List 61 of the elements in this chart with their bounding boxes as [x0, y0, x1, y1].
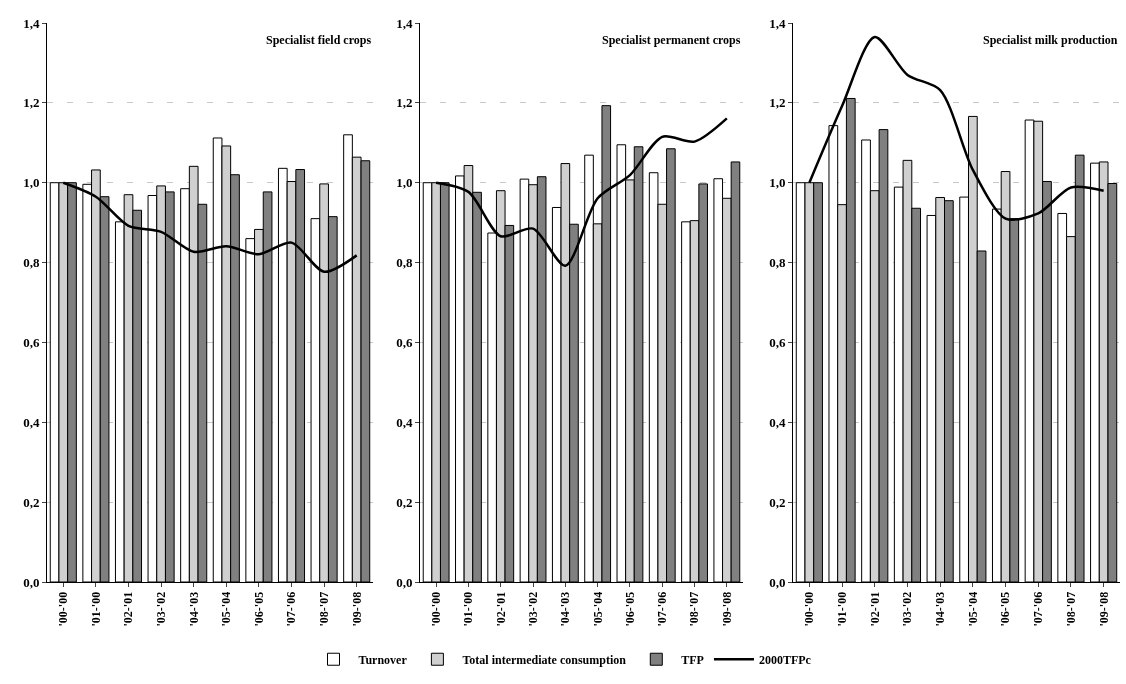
y-tick-label: 0,6	[23, 334, 40, 350]
x-tick-label: '01-'00	[834, 591, 849, 627]
legend-label: TFP	[681, 652, 704, 667]
y-tick-label: 1,4	[23, 15, 40, 31]
y-tick-label: 1,4	[396, 15, 413, 31]
x-tick-label: '02-'01	[867, 591, 882, 627]
x-tick-label: '07-'06	[655, 591, 670, 627]
x-tick-label: '04-'03	[186, 591, 201, 627]
x-tick-label: '05-'04	[590, 591, 605, 627]
y-tick-label: 0,6	[396, 334, 413, 350]
text: Specialist permanent crops	[602, 33, 741, 47]
legend-label: 2000TFPc	[758, 652, 812, 667]
y-tick-label: 0,6	[769, 334, 786, 350]
y-tick-label: 0,2	[769, 494, 786, 510]
x-tick-label: '01-'00	[88, 591, 103, 627]
x-tick-label: '04-'03	[558, 591, 573, 627]
legend-label: Total intermediate consumption	[462, 652, 627, 667]
x-tick-label: '03-'02	[525, 591, 540, 627]
y-tick-label: 1,2	[769, 95, 786, 111]
y-tick-label: 0,8	[23, 255, 40, 271]
y-tick-label: 1,4	[769, 15, 786, 31]
x-tick-label: '09-'08	[349, 591, 364, 627]
y-tick-label: 0,0	[396, 574, 413, 590]
x-tick-label: '05-'04	[219, 591, 234, 627]
x-tick-label: '02-'01	[493, 591, 508, 627]
y-tick-label: 0,2	[23, 494, 40, 510]
y-tick-label: 1,0	[23, 175, 40, 191]
x-tick-label: '08-'07	[687, 591, 702, 627]
x-tick-label: '01-'00	[461, 591, 476, 627]
legend-label: Turnover	[358, 652, 408, 667]
y-tick-label: 0,0	[769, 574, 786, 590]
x-tick-label: '09-'08	[719, 591, 734, 627]
y-tick-label: 1,0	[396, 175, 413, 191]
y-tick-label: 0,0	[23, 574, 40, 590]
y-tick-label: 0,4	[396, 414, 413, 430]
x-tick-label: '09-'08	[1096, 591, 1111, 627]
x-tick-label: '00-'00	[429, 591, 444, 627]
x-tick-label: '08-'07	[1063, 591, 1078, 627]
x-tick-label: '06-'05	[622, 591, 637, 627]
text: Specialist field crops	[266, 33, 372, 47]
x-tick-label: '03-'02	[900, 591, 915, 627]
text: Specialist milk production	[983, 33, 1118, 47]
x-tick-label: '03-'02	[154, 591, 168, 627]
y-tick-label: 1,2	[23, 95, 40, 111]
y-tick-label: 0,8	[769, 255, 786, 271]
y-tick-label: 1,2	[396, 95, 413, 111]
y-tick-label: 0,4	[769, 414, 786, 430]
x-tick-label: '08-'07	[317, 591, 331, 627]
x-tick-label: '06-'05	[251, 591, 266, 627]
y-tick-label: 0,8	[396, 255, 413, 271]
x-tick-label: '00-'00	[802, 591, 817, 627]
x-tick-label: '02-'01	[121, 591, 136, 627]
y-tick-label: 1,0	[769, 175, 786, 191]
x-tick-label: '05-'04	[965, 591, 980, 627]
x-tick-label: '06-'05	[998, 591, 1013, 627]
x-tick-label: '04-'03	[933, 591, 948, 627]
y-tick-label: 0,4	[23, 414, 40, 430]
y-tick-label: 0,2	[396, 494, 413, 510]
x-tick-label: '07-'06	[284, 591, 299, 627]
x-tick-label: '07-'06	[1031, 591, 1046, 627]
x-tick-label: '00-'00	[56, 591, 71, 627]
